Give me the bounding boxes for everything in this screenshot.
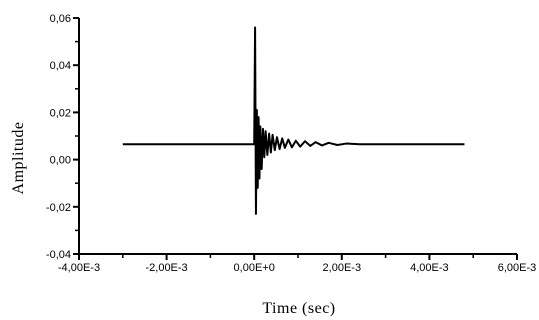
y-tick-label: -0,04 [46,249,71,261]
x-tick-label: -4,00E-3 [58,262,100,274]
x-axis-title: Time (sec) [262,300,335,317]
series-line [122,26,465,215]
x-tick-label: 4,00E-3 [410,262,449,274]
ticks: -4,00E-3 -2,00E-3 0,00E+0 2,00E-3 4,00E-3 6,0… [46,13,536,274]
y-tick-label: -0,02 [46,202,71,214]
y-axis-title: Amplitude [10,122,27,195]
x-tick-label: 2,00E-3 [323,262,362,274]
y-tick-label: 0,02 [50,107,71,119]
axes [78,18,517,255]
plot-area [122,26,465,215]
x-tick-label: 6,00E-3 [498,262,537,274]
y-tick-label: 0,00 [50,155,71,167]
y-tick-label: 0,04 [50,60,71,72]
x-tick-label: 0,00E+0 [234,262,275,274]
x-tick-label: -2,00E-3 [145,262,187,274]
y-tick-label: 0,06 [50,13,71,25]
